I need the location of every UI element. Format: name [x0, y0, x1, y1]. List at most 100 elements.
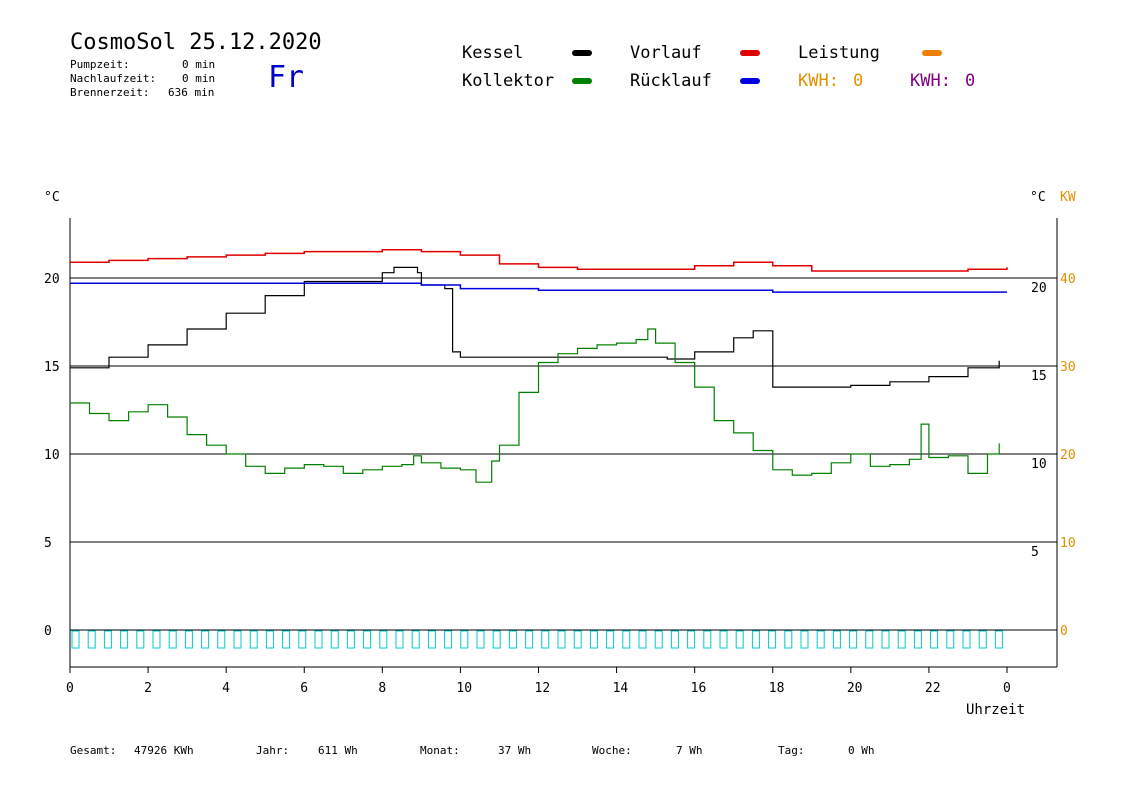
pump-status-mark	[654, 630, 663, 649]
pump-status-mark	[670, 630, 679, 649]
burner-time-value: 636 min	[168, 86, 215, 99]
pump-status-mark	[460, 630, 469, 649]
pump-status-mark	[589, 630, 598, 649]
pump-status-mark	[363, 630, 372, 649]
pump-time-value: 0 min	[182, 58, 216, 71]
month-value: 37 Wh	[498, 744, 532, 757]
pump-status-mark	[395, 630, 404, 649]
pump-status-mark	[978, 630, 987, 649]
total-label: Gesamt:	[70, 744, 117, 757]
pump-status-mark	[946, 630, 955, 649]
x-tick-label: 0	[66, 681, 74, 696]
legend-kollektor-label: Kollektor	[462, 71, 555, 91]
pump-status-mark	[865, 630, 874, 649]
pump-status-mark	[913, 630, 922, 649]
pump-status-mark	[120, 630, 129, 649]
pump-status-mark	[508, 630, 517, 649]
series-line-ruecklauf	[70, 282, 1007, 293]
kwh1-label: KWH:	[798, 71, 839, 91]
pump-status-mark	[152, 630, 161, 649]
week-label: Woche:	[592, 744, 632, 757]
legend-kessel-label: Kessel	[462, 43, 524, 63]
y-tick-label-left: 15	[44, 360, 60, 375]
x-tick-label: 0	[1003, 681, 1011, 696]
pump-status-mark	[881, 630, 890, 649]
pump-status-mark	[784, 630, 793, 649]
y-tick-label-kw: 30	[1060, 360, 1076, 375]
temperature-chart: °C °C KW Uhrzeit 20151050201510540302010…	[44, 190, 1076, 718]
pump-status-mark	[87, 630, 96, 649]
legend-leistung-swatch	[922, 50, 942, 56]
y-tick-label-kw: 40	[1060, 272, 1076, 287]
y-tick-label-left: 5	[44, 536, 52, 551]
pump-status-mark	[217, 630, 226, 649]
week-value: 7 Wh	[676, 744, 703, 757]
pump-status-mark	[735, 630, 744, 649]
x-tick-label: 18	[769, 681, 785, 696]
pump-status-mark	[298, 630, 307, 649]
followup-time-label: Nachlaufzeit:	[70, 72, 157, 85]
day-label: Tag:	[778, 744, 805, 757]
legend-ruecklauf-label: Rücklauf	[630, 71, 712, 91]
y-tick-label-right: 15	[1031, 369, 1047, 384]
pump-status-mark	[962, 630, 971, 649]
pump-status-mark	[751, 630, 760, 649]
pump-status-mark	[103, 630, 112, 649]
y-axis-kw-unit: KW	[1060, 190, 1076, 205]
page-title: CosmoSol 25.12.2020	[70, 30, 322, 55]
pump-status-mark	[687, 630, 696, 649]
y-tick-label-kw: 10	[1060, 536, 1076, 551]
y-tick-label-right: 10	[1031, 457, 1047, 472]
x-tick-label: 4	[222, 681, 230, 696]
x-tick-label: 8	[378, 681, 386, 696]
x-tick-label: 20	[847, 681, 863, 696]
x-axis-label: Uhrzeit	[966, 702, 1025, 718]
x-tick-label: 12	[535, 681, 551, 696]
pump-status-mark	[330, 630, 339, 649]
pump-status-mark	[800, 630, 809, 649]
pump-status-mark	[638, 630, 647, 649]
pump-status-mark	[233, 630, 242, 649]
pump-status-mark	[849, 630, 858, 649]
month-label: Monat:	[420, 744, 460, 757]
y-axis-left-unit: °C	[44, 190, 60, 205]
pump-status-mark	[768, 630, 777, 649]
pump-status-mark	[541, 630, 550, 649]
y-tick-label-kw: 20	[1060, 448, 1076, 463]
kwh2-value: 0	[965, 71, 976, 91]
pump-status-mark	[168, 630, 177, 649]
legend-leistung-label: Leistung	[798, 43, 880, 63]
x-tick-label: 16	[691, 681, 707, 696]
total-value: 47926 KWh	[134, 744, 194, 757]
pump-status-mark	[71, 630, 80, 649]
pump-status-mark	[492, 630, 501, 649]
pump-status-mark	[557, 630, 566, 649]
legend-vorlauf-swatch	[740, 50, 760, 56]
pump-status-mark	[265, 630, 274, 649]
pump-status-mark	[622, 630, 631, 649]
pump-time-label: Pumpzeit:	[70, 58, 130, 71]
x-tick-label: 6	[300, 681, 308, 696]
y-tick-label-left: 20	[44, 272, 60, 287]
legend-vorlauf-label: Vorlauf	[630, 43, 702, 63]
x-tick-label: 10	[456, 681, 472, 696]
pump-status-mark	[994, 630, 1003, 649]
pump-status-mark	[282, 630, 291, 649]
pump-status-mark	[346, 630, 355, 649]
pump-status-mark	[476, 630, 485, 649]
pump-status-mark	[136, 630, 145, 649]
pump-status-mark	[573, 630, 582, 649]
weekday-label: Fr	[268, 60, 305, 95]
pump-status-mark	[201, 630, 210, 649]
series-line-vorlauf	[70, 249, 1008, 272]
pump-status-mark	[184, 630, 193, 649]
legend-kessel-swatch	[572, 50, 592, 56]
pump-status-mark	[832, 630, 841, 649]
pump-status-mark	[816, 630, 825, 649]
pump-status-mark	[606, 630, 615, 649]
pump-status-mark	[411, 630, 420, 649]
pump-status-mark	[703, 630, 712, 649]
y-tick-label-left: 0	[44, 624, 52, 639]
pump-status-mark	[379, 630, 388, 649]
x-tick-label: 14	[613, 681, 629, 696]
